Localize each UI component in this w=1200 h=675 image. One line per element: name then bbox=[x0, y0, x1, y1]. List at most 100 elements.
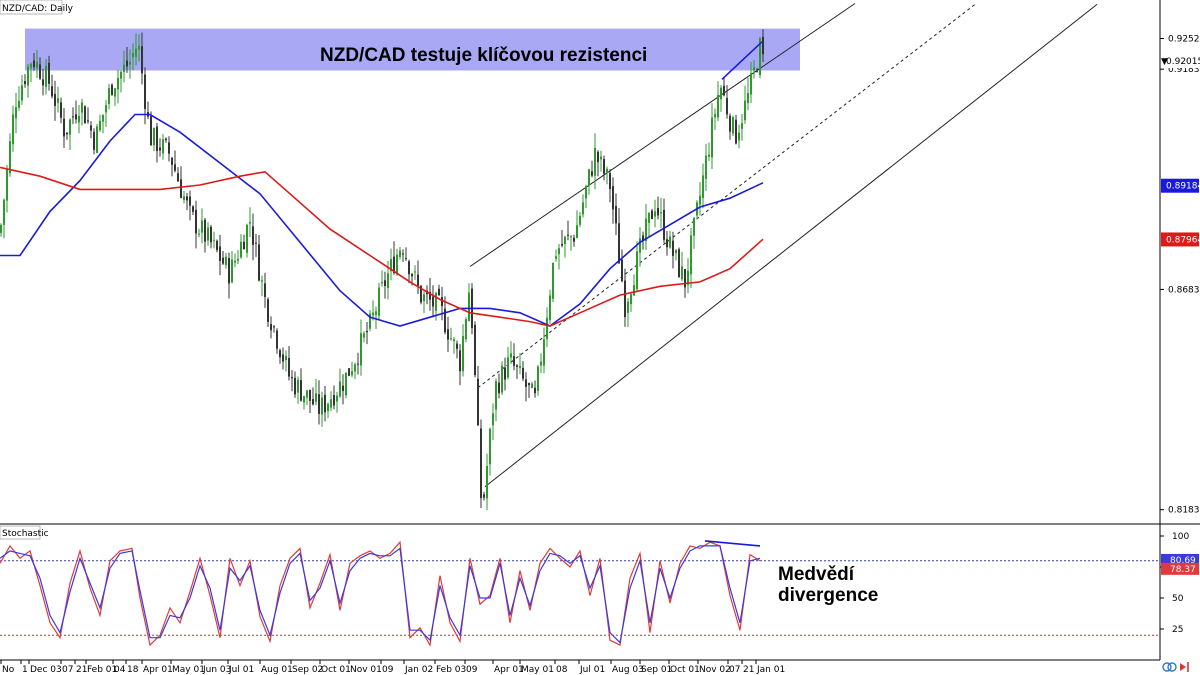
candle bbox=[483, 491, 485, 501]
candle bbox=[129, 49, 131, 79]
candle-body bbox=[132, 53, 134, 58]
last-price-tag-box bbox=[1161, 54, 1199, 69]
candle-body bbox=[738, 132, 740, 141]
ma-fast-tag-box bbox=[1161, 178, 1199, 193]
candle bbox=[732, 115, 734, 136]
candle bbox=[459, 343, 461, 386]
candle bbox=[54, 80, 56, 121]
candle bbox=[336, 391, 338, 413]
candle bbox=[186, 192, 188, 211]
candle bbox=[756, 68, 758, 73]
candle bbox=[666, 230, 668, 256]
candle-body bbox=[702, 175, 704, 199]
candle-body bbox=[534, 387, 536, 394]
candle-body bbox=[57, 98, 59, 103]
candle-body bbox=[579, 215, 581, 225]
scroll-end-icon[interactable] bbox=[1180, 662, 1189, 672]
candle bbox=[228, 252, 230, 299]
candle-body bbox=[663, 209, 665, 240]
candle bbox=[276, 328, 278, 354]
candle-body bbox=[255, 242, 257, 244]
candlesticks bbox=[0, 29, 764, 511]
candle-body bbox=[393, 256, 395, 274]
candle-body bbox=[279, 350, 281, 358]
candle-body bbox=[405, 257, 407, 259]
candle-body bbox=[366, 330, 368, 333]
candle bbox=[21, 74, 23, 105]
candle-body bbox=[489, 428, 491, 465]
time-tick-label: 09 bbox=[382, 665, 394, 675]
candle-body bbox=[537, 366, 539, 391]
candle bbox=[189, 190, 191, 221]
candle-body bbox=[111, 84, 113, 95]
candle-body bbox=[654, 211, 656, 217]
candle bbox=[246, 223, 248, 258]
candle-body bbox=[330, 399, 332, 408]
candle bbox=[738, 124, 740, 149]
divergence-label-line1: Medvědí bbox=[778, 564, 855, 585]
candle bbox=[714, 108, 716, 131]
candle-body bbox=[624, 280, 626, 318]
candle-body bbox=[339, 381, 341, 397]
candle-body bbox=[507, 357, 509, 378]
candle bbox=[42, 68, 44, 96]
candle-body bbox=[759, 38, 761, 76]
candle bbox=[744, 85, 746, 125]
candle-body bbox=[249, 222, 251, 224]
candle bbox=[414, 265, 416, 280]
time-tick-label: Nov 02 bbox=[699, 665, 731, 675]
time-tick-label: Apr 01 bbox=[143, 665, 173, 675]
candle bbox=[555, 249, 557, 262]
stochastic-tick-label: 100 bbox=[1172, 532, 1189, 542]
link-icon[interactable] bbox=[1162, 662, 1177, 672]
candle-body bbox=[138, 45, 140, 50]
price-pane[interactable]: NZD/CAD testuje klíčovou rezistenci bbox=[0, 3, 1098, 511]
candle-body bbox=[588, 169, 590, 186]
candle-body bbox=[378, 287, 380, 316]
candle bbox=[645, 204, 647, 251]
candle bbox=[672, 231, 674, 269]
candle bbox=[321, 391, 323, 427]
candle-body bbox=[261, 280, 263, 282]
candle bbox=[213, 231, 215, 249]
candle bbox=[48, 55, 50, 91]
candle-body bbox=[294, 377, 296, 395]
candle-body bbox=[477, 378, 479, 426]
candle bbox=[24, 74, 26, 88]
candle-body bbox=[459, 350, 461, 372]
candle-body bbox=[12, 114, 14, 145]
candle-body bbox=[195, 209, 197, 234]
candle bbox=[303, 395, 305, 410]
candle bbox=[375, 306, 377, 329]
candle-body bbox=[192, 206, 194, 212]
candle-body bbox=[519, 365, 521, 368]
candle-body bbox=[369, 313, 371, 329]
candle bbox=[510, 341, 512, 364]
candle bbox=[111, 83, 113, 96]
last-price-tag: 0.92015 bbox=[1166, 57, 1200, 67]
candle-body bbox=[78, 115, 80, 123]
candle-body bbox=[222, 257, 224, 264]
candle bbox=[456, 340, 458, 359]
candle-body bbox=[180, 179, 182, 198]
candle bbox=[531, 381, 533, 389]
time-tick-label: Oct 01 bbox=[670, 665, 700, 675]
candle bbox=[30, 62, 32, 82]
candle bbox=[363, 331, 365, 343]
candle bbox=[702, 163, 704, 209]
candle-body bbox=[513, 356, 515, 366]
candle bbox=[93, 128, 95, 155]
candle bbox=[393, 241, 395, 275]
candle-body bbox=[189, 196, 191, 206]
candle bbox=[726, 85, 728, 119]
symbol-label-box bbox=[0, 0, 63, 15]
candle-body bbox=[531, 383, 533, 389]
candle-body bbox=[438, 288, 440, 296]
candle bbox=[282, 347, 284, 370]
candle bbox=[639, 227, 641, 267]
candle-body bbox=[678, 249, 680, 277]
candle bbox=[567, 220, 569, 241]
